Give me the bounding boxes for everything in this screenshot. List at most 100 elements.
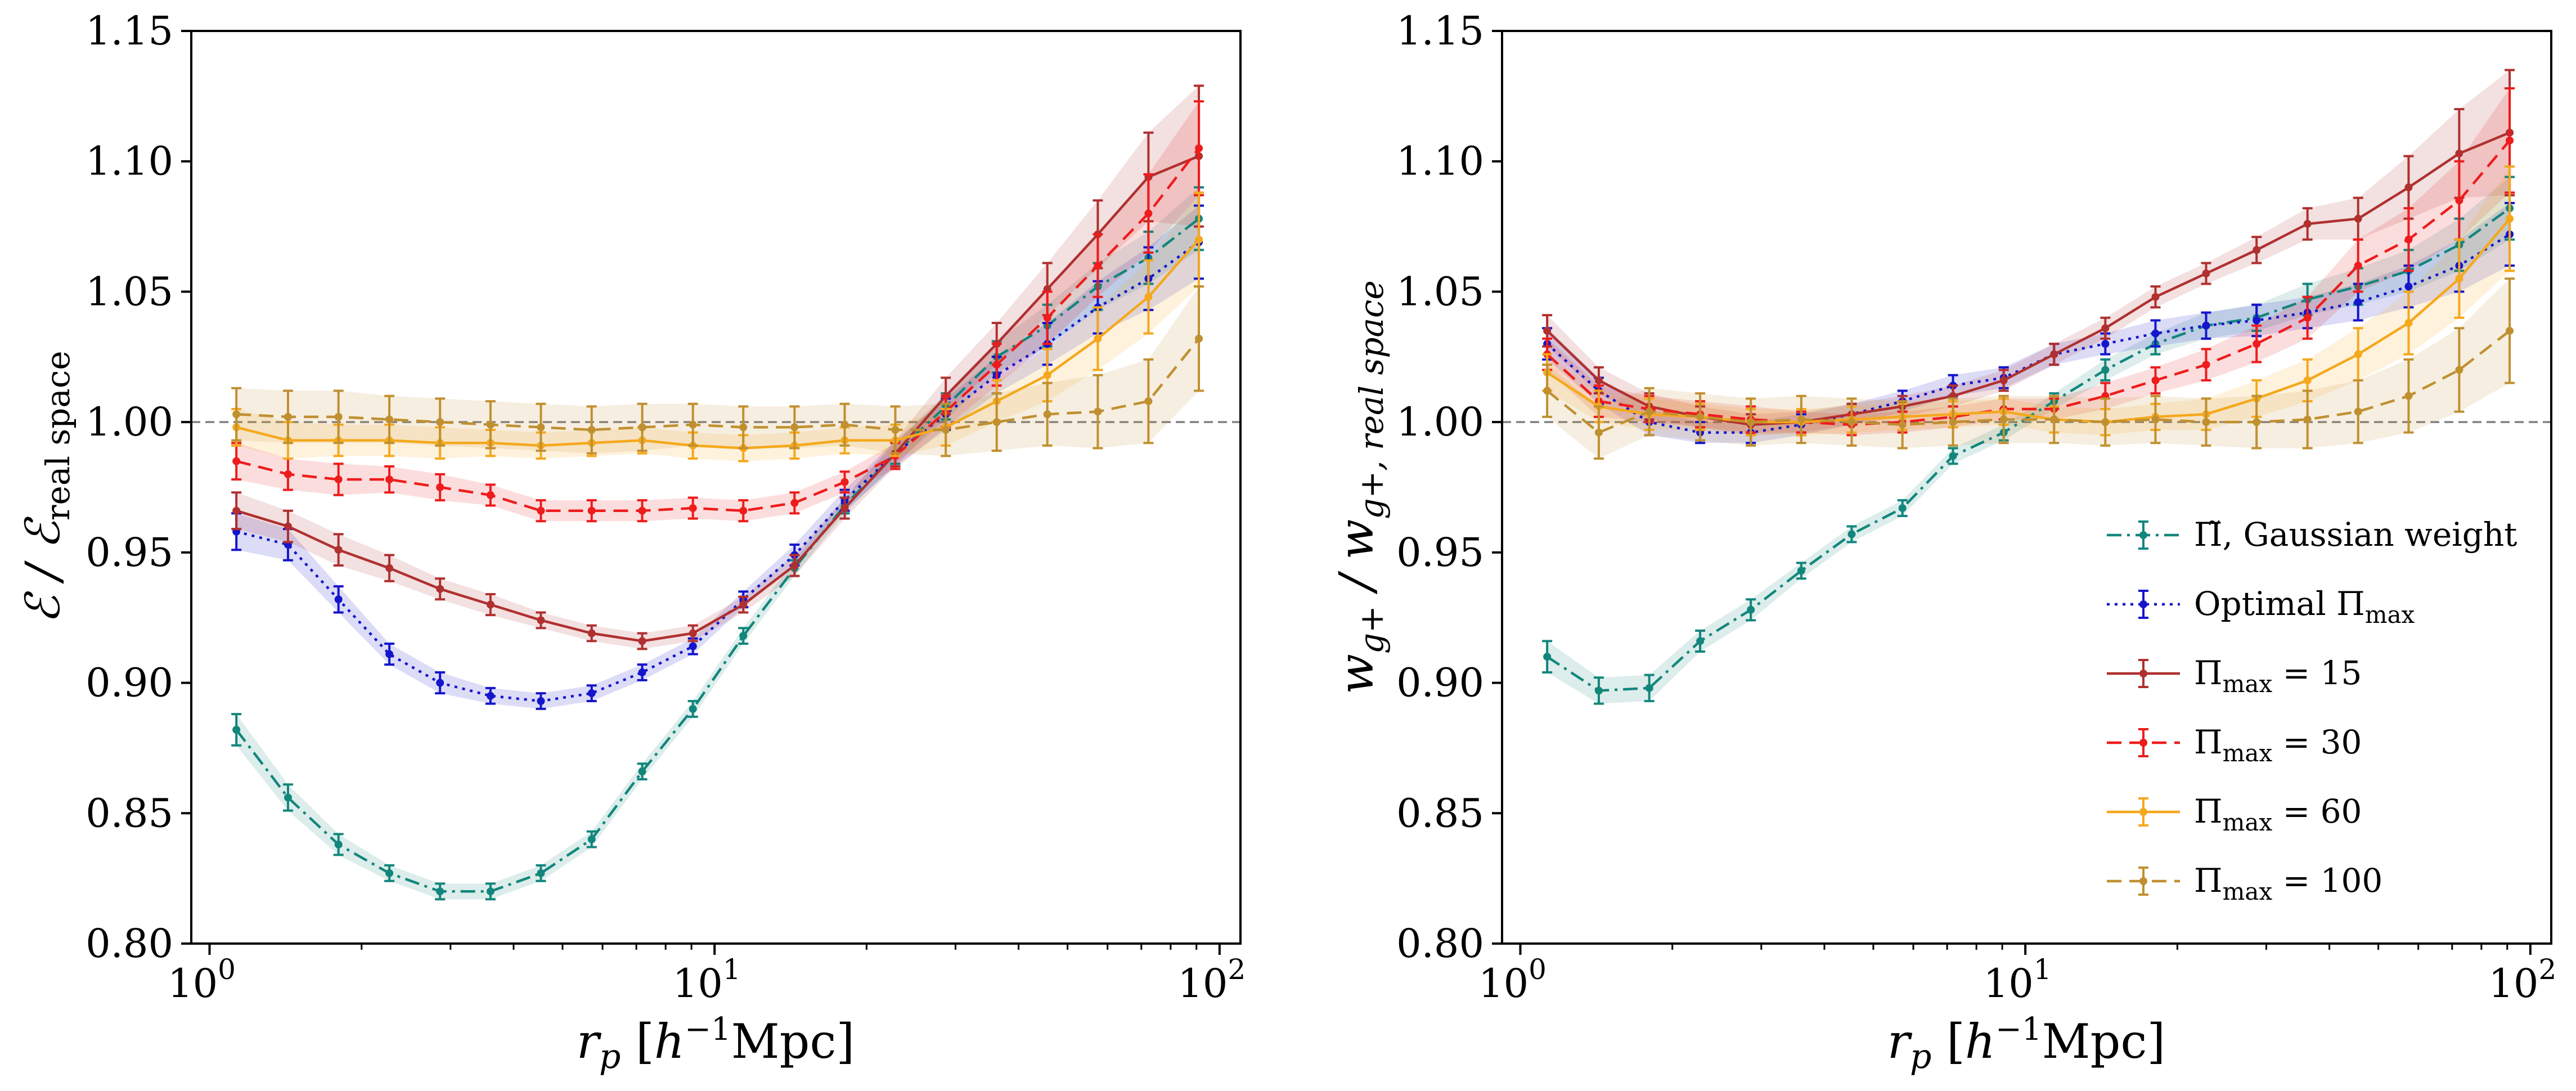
- left-line-max-100: [236, 338, 1200, 432]
- right-band-gaussian-weight: [1547, 177, 2510, 704]
- left-point-max-30: [991, 343, 1002, 387]
- left-point-max-30: [789, 491, 800, 515]
- left-ticks: 0.80 0.85 0.90 0.95 1.00 1.05 1.10 1.15 100 101 10…: [86, 8, 1246, 1007]
- left-point-max-15: [738, 595, 749, 614]
- left-plot-area: [191, 84, 1240, 901]
- left-point-optimal-max: [586, 684, 597, 703]
- left-panel: 0.80 0.85 0.90 0.95 1.00 1.05 1.10 1.15 100 101 10…: [15, 8, 1246, 1076]
- left-point-max-100: [384, 394, 395, 445]
- left-point-max-60: [1143, 259, 1154, 335]
- legend-entry-gaussian: Π̃, Gaussian weight: [2107, 515, 2517, 554]
- right-band-optimal-max: [1547, 203, 2510, 443]
- left-point-max-100: [485, 400, 496, 450]
- left-point-max-100: [941, 402, 951, 457]
- right-point-max-100: [2403, 358, 2414, 434]
- left-point-max-100: [231, 387, 242, 442]
- left-point-max-100: [536, 402, 546, 452]
- legend-label-optimal: Optimal Πmax: [2194, 585, 2415, 628]
- left-point-max-30: [435, 473, 446, 502]
- left-point-optimal-max: [485, 686, 496, 705]
- right-point-max-60: [2505, 165, 2515, 272]
- left-point-max-15: [333, 533, 344, 567]
- left-point-max-15: [637, 632, 648, 650]
- left-point-gaussian-weight: [536, 864, 546, 882]
- left-x-axis-label: rp [h−1Mpc]: [577, 1011, 855, 1076]
- left-ytick-label: 0.95: [86, 529, 173, 576]
- left-axes-frame: [190, 30, 1242, 945]
- right-point-gaussian-weight: [1846, 525, 1857, 544]
- left-point-gaussian-weight: [586, 830, 597, 848]
- right-point-max-30: [2251, 324, 2262, 363]
- legend-label-pimax-30: Πmax = 30: [2194, 723, 2362, 767]
- left-point-max-15: [282, 509, 293, 544]
- right-point-optimal-max: [2150, 319, 2161, 348]
- right-ytick-label: 0.90: [1396, 660, 1484, 706]
- right-point-max-30: [2201, 348, 2211, 381]
- right-point-max-100: [2100, 397, 2111, 447]
- left-ytick-label: 1.05: [86, 268, 173, 315]
- left-point-max-100: [738, 405, 749, 450]
- left-ytick-label: 1.10: [86, 138, 173, 185]
- left-point-max-15: [435, 577, 446, 601]
- left-point-gaussian-weight: [333, 833, 344, 856]
- left-point-max-30: [485, 483, 496, 507]
- left-band-max-60: [236, 192, 1199, 461]
- right-point-max-15: [2201, 262, 2211, 285]
- right-plot-area: [1502, 69, 2551, 705]
- left-point-max-30: [1143, 173, 1154, 254]
- right-point-max-15: [2049, 343, 2060, 366]
- left-point-max-60: [1093, 306, 1103, 371]
- right-point-gaussian-weight: [1746, 598, 1756, 622]
- left-point-max-100: [1194, 285, 1204, 392]
- left-point-gaussian-weight: [282, 783, 293, 812]
- left-point-max-100: [839, 402, 850, 447]
- left-xtick-label: 100: [168, 953, 236, 1007]
- right-ytick-label: 0.85: [1396, 790, 1484, 836]
- right-point-max-100: [2150, 394, 2161, 445]
- left-ytick-label: 0.85: [86, 790, 173, 836]
- left-point-max-100: [586, 405, 597, 455]
- left-point-optimal-max: [333, 585, 344, 614]
- right-point-gaussian-weight: [1897, 499, 1908, 517]
- left-point-gaussian-weight: [738, 627, 749, 645]
- left-point-max-15: [231, 491, 242, 531]
- left-point-max-100: [789, 405, 800, 450]
- left-point-optimal-max: [435, 671, 446, 695]
- right-ytick-label: 1.05: [1396, 268, 1484, 315]
- left-point-max-30: [586, 499, 597, 523]
- left-point-max-100: [333, 389, 344, 445]
- right-point-max-15: [2302, 207, 2313, 241]
- right-point-max-100: [2353, 379, 2363, 445]
- left-line-max-15: [236, 155, 1199, 643]
- right-xtick-label: 101: [1984, 953, 2052, 1007]
- right-point-gaussian-weight: [1796, 562, 1806, 580]
- right-line-max-30: [1546, 140, 2511, 426]
- legend-label-pimax-15: Πmax = 15: [2194, 654, 2362, 698]
- right-point-max-100: [2201, 397, 2211, 447]
- right-point-max-100: [2505, 277, 2515, 384]
- right-point-gaussian-weight: [1644, 674, 1655, 703]
- right-point-gaussian-weight: [1948, 447, 1958, 465]
- right-y-axis-label: wg+ / wg+, real space: [1329, 280, 1391, 694]
- right-point-max-30: [2302, 295, 2313, 340]
- left-point-max-15: [536, 611, 546, 630]
- right-line-optimal-max: [1546, 233, 2511, 434]
- right-point-max-100: [2049, 394, 2060, 445]
- left-point-max-100: [637, 402, 648, 452]
- right-xtick-label: 100: [1478, 953, 1547, 1007]
- left-point-max-15: [384, 554, 395, 582]
- right-point-max-60: [2403, 290, 2414, 356]
- left-point-max-100: [1042, 381, 1053, 447]
- right-axes-frame: [1501, 30, 2552, 945]
- left-point-max-15: [789, 554, 800, 577]
- left-point-max-30: [333, 463, 344, 496]
- right-series-max-100: [1542, 277, 2515, 460]
- left-point-max-30: [536, 499, 546, 523]
- left-point-max-30: [1093, 233, 1103, 298]
- left-point-max-100: [1143, 358, 1154, 445]
- right-ytick-label: 1.00: [1396, 399, 1484, 445]
- legend-swatch-pimax-100: [2107, 866, 2180, 896]
- left-ytick-label: 1.00: [86, 399, 173, 445]
- left-point-optimal-max: [637, 663, 648, 681]
